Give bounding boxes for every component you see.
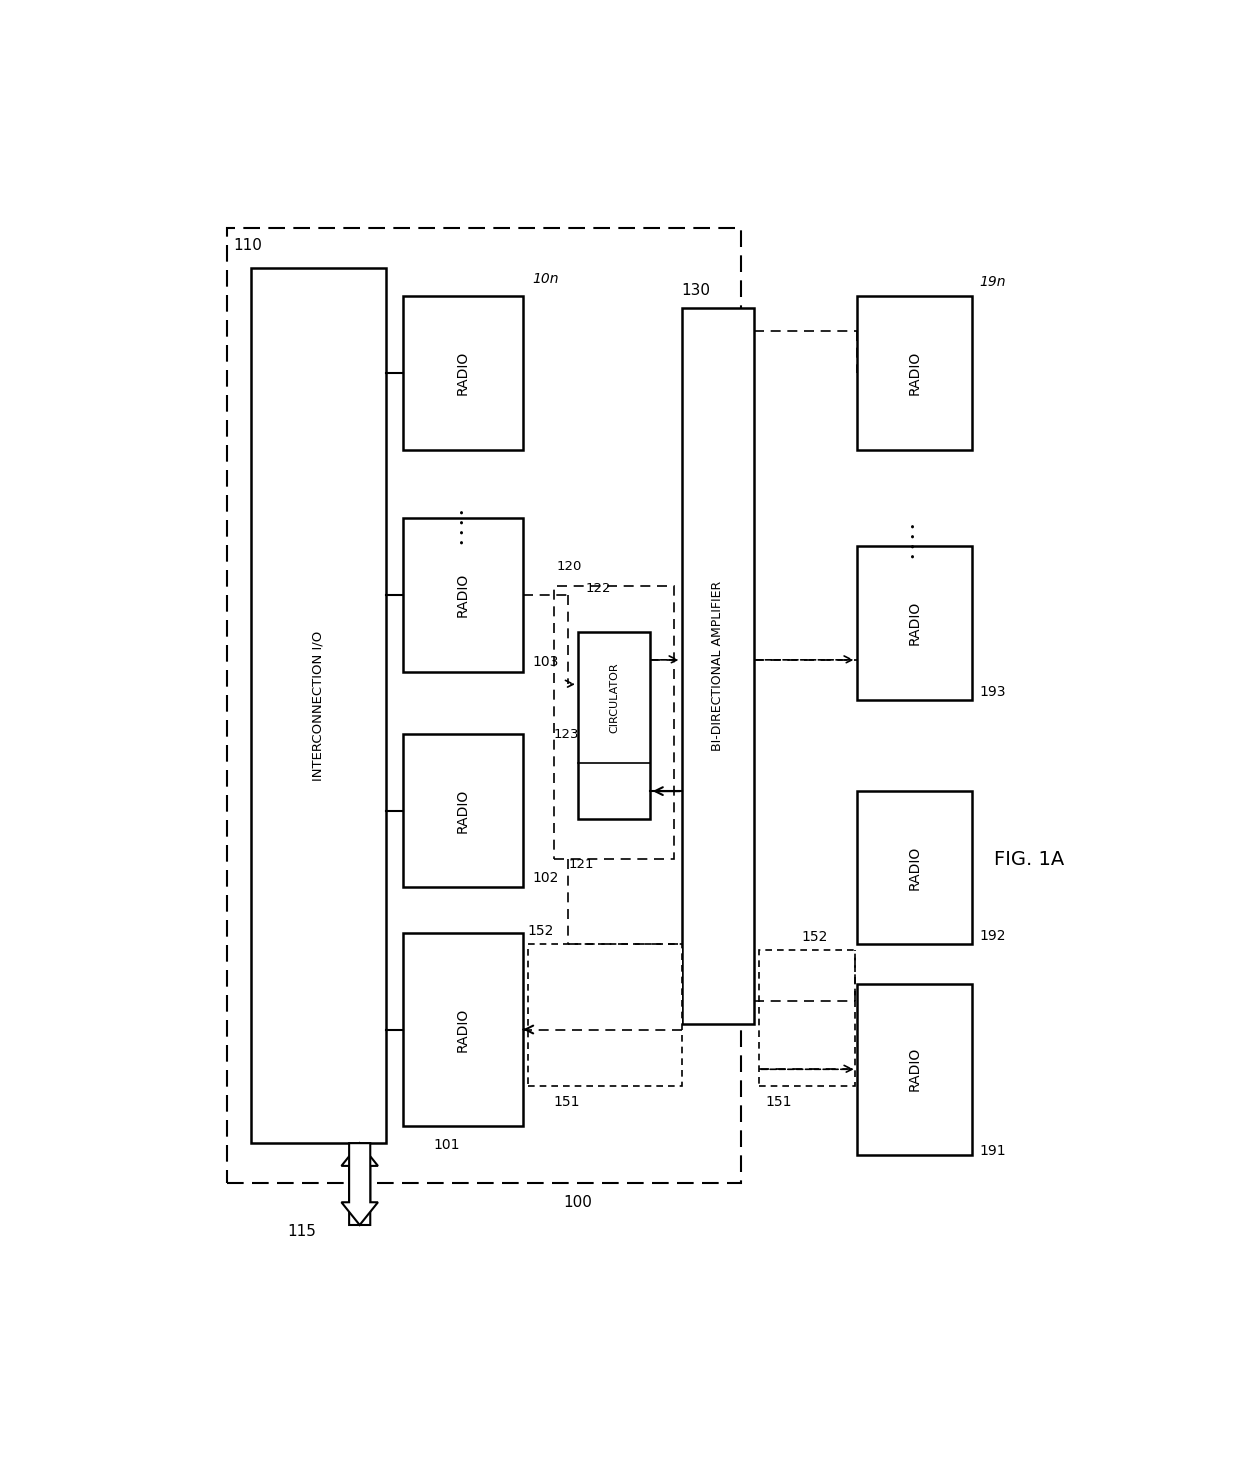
Bar: [578, 632, 650, 819]
Bar: [554, 586, 675, 859]
Text: 193: 193: [980, 685, 1006, 700]
Text: 152: 152: [528, 924, 554, 937]
Text: 152: 152: [801, 930, 828, 945]
Bar: [528, 945, 682, 1086]
Bar: [759, 951, 854, 1086]
Text: 151: 151: [765, 1095, 791, 1110]
Text: 123: 123: [554, 728, 579, 741]
Text: RADIO: RADIO: [456, 351, 470, 396]
Bar: [403, 933, 523, 1126]
Bar: [403, 297, 523, 450]
Text: RADIO: RADIO: [908, 601, 921, 645]
Text: 110: 110: [234, 238, 263, 252]
Text: 192: 192: [980, 930, 1006, 943]
Text: RADIO: RADIO: [908, 846, 921, 890]
Bar: [682, 308, 754, 1024]
Text: 19n: 19n: [980, 275, 1006, 289]
Text: BI-DIRECTIONAL AMPLIFIER: BI-DIRECTIONAL AMPLIFIER: [712, 580, 724, 751]
FancyArrow shape: [341, 1142, 378, 1225]
FancyArrow shape: [341, 1142, 378, 1225]
Bar: [250, 269, 386, 1142]
Text: 101: 101: [434, 1138, 460, 1153]
Text: 120: 120: [557, 561, 582, 574]
Bar: [857, 546, 972, 700]
Text: 102: 102: [533, 871, 559, 886]
Bar: [227, 229, 742, 1182]
Text: 191: 191: [980, 1144, 1006, 1159]
Bar: [403, 518, 523, 672]
Text: 100: 100: [563, 1194, 593, 1210]
Text: 122: 122: [585, 582, 611, 595]
Bar: [857, 297, 972, 450]
Text: RADIO: RADIO: [456, 1008, 470, 1051]
Text: 10n: 10n: [533, 273, 559, 286]
Bar: [857, 791, 972, 945]
Text: • • • •: • • • •: [458, 509, 467, 546]
Text: CIRCULATOR: CIRCULATOR: [609, 663, 619, 732]
Text: 121: 121: [568, 858, 594, 871]
Text: FIG. 1A: FIG. 1A: [994, 850, 1065, 868]
Text: 130: 130: [682, 283, 711, 298]
Bar: [857, 984, 972, 1154]
Text: 115: 115: [288, 1224, 316, 1240]
Text: 103: 103: [533, 655, 559, 670]
Text: RADIO: RADIO: [908, 1046, 921, 1091]
Text: • • • •: • • • •: [909, 523, 919, 559]
Text: INTERCONNECTION I/O: INTERCONNECTION I/O: [312, 630, 325, 781]
Text: 151: 151: [554, 1095, 580, 1110]
Text: RADIO: RADIO: [908, 351, 921, 396]
Text: RADIO: RADIO: [456, 788, 470, 832]
Bar: [403, 734, 523, 887]
Text: RADIO: RADIO: [456, 573, 470, 617]
